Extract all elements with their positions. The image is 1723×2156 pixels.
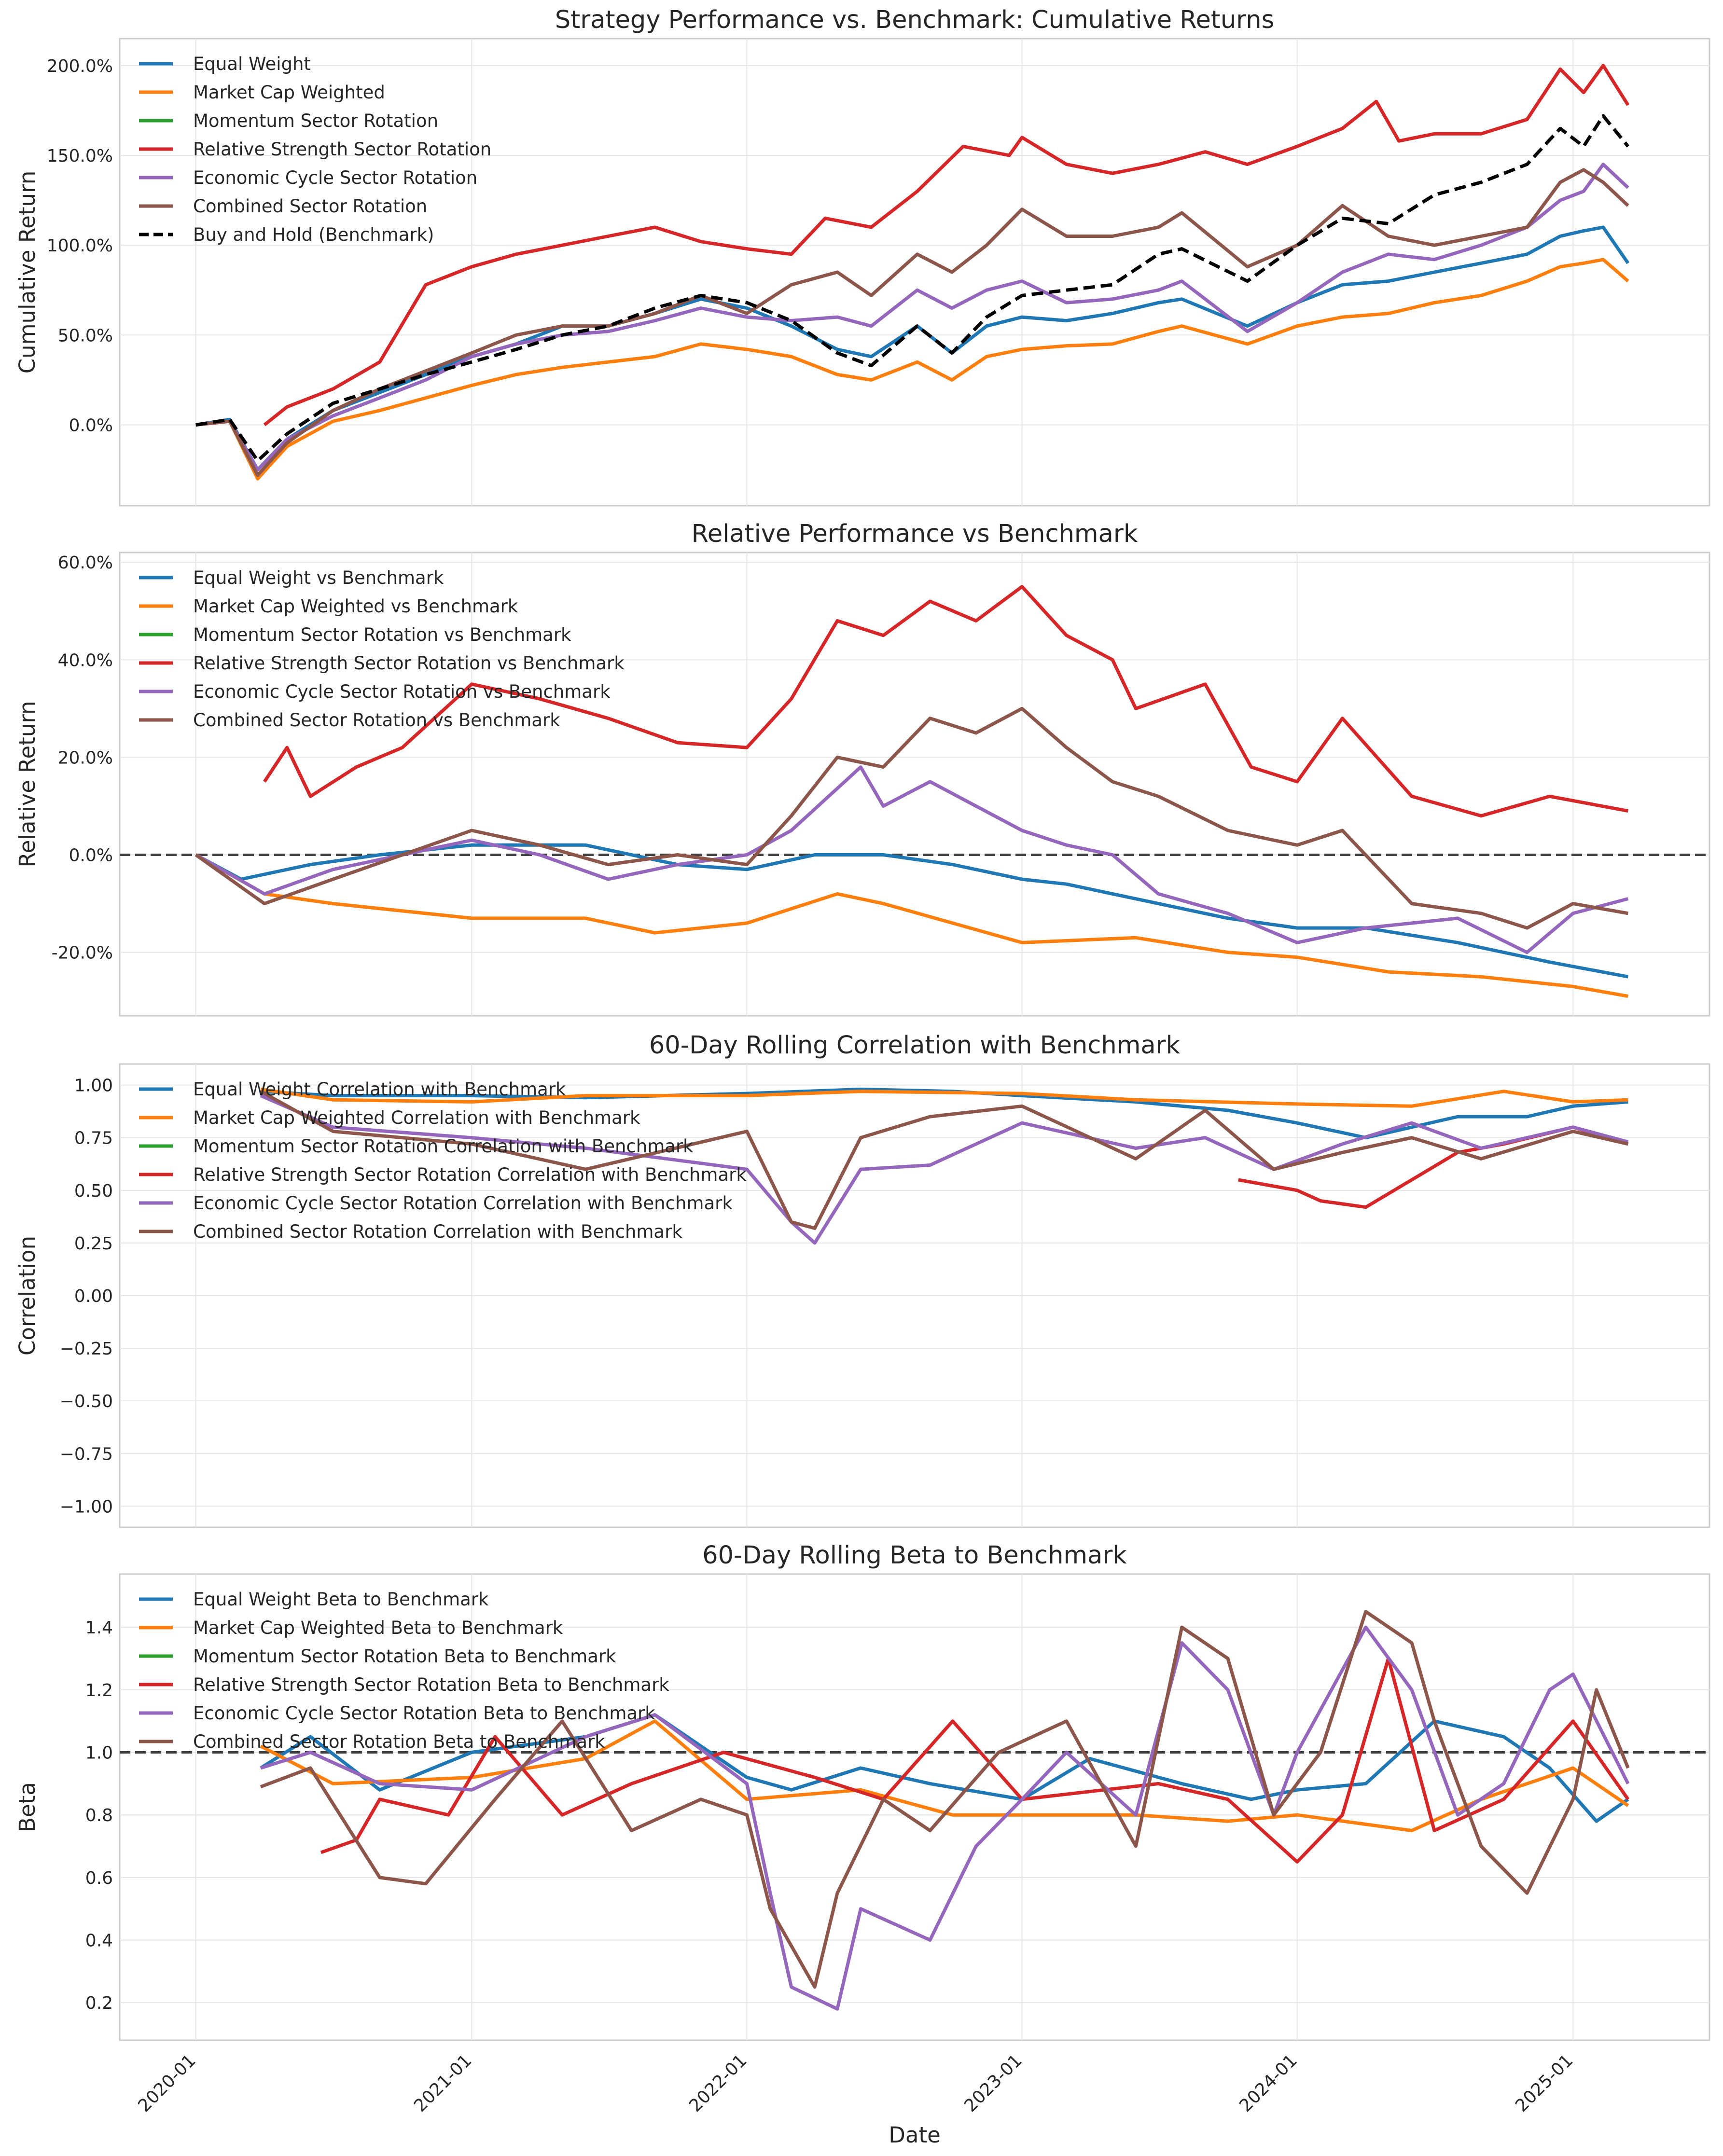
series-line-equal-weight	[260, 1087, 1628, 1140]
legend-label: Combined Sector Rotation vs Benchmark	[193, 710, 560, 731]
y-tick-label: −0.75	[60, 1444, 113, 1464]
legend-label: Economic Cycle Sector Rotation	[193, 167, 477, 188]
panel-2: -20.0% 0.0% 20.0% 40.0% 60.0% Relative Perfor…	[14, 520, 1710, 1017]
legend-label: Relative Strength Sector Rotation Beta t…	[193, 1674, 669, 1695]
series-line-equal-weight	[195, 843, 1628, 979]
y-axis-label: Beta	[14, 1782, 40, 1832]
y-tick-label: 1.4	[85, 1618, 113, 1638]
legend-label: Equal Weight Correlation with Benchmark	[193, 1079, 566, 1100]
y-tick-label: 40.0%	[58, 650, 113, 670]
y-tick-label: -20.0%	[52, 943, 113, 963]
y-tick-label: 0.0%	[69, 415, 113, 435]
y-tick-label: 0.75	[74, 1129, 113, 1148]
legend-label: Combined Sector Rotation	[193, 196, 427, 217]
legend: Equal Weight Correlation with Benchmark M…	[139, 1079, 747, 1242]
y-tick-label: 100.0%	[47, 236, 113, 256]
y-tick-label: 0.50	[74, 1181, 113, 1201]
series-line-combined	[260, 1610, 1630, 1989]
y-axis-label: Cumulative Return	[14, 171, 40, 373]
legend-label: Momentum Sector Rotation Correlation wit…	[193, 1136, 694, 1157]
legend: Equal Weight Market Cap Weighted Momentum …	[139, 54, 491, 245]
y-tick-label: −1.00	[60, 1497, 113, 1517]
y-tick-label: 50.0%	[58, 326, 113, 346]
y-tick-label: 0.0%	[69, 846, 113, 866]
y-axis-label: Correlation	[14, 1236, 40, 1355]
chart-title: 60-Day Rolling Correlation with Benchmar…	[649, 1031, 1181, 1060]
chart-title: Strategy Performance vs. Benchmark: Cumu…	[555, 6, 1274, 34]
legend-label: Momentum Sector Rotation vs Benchmark	[193, 624, 571, 645]
legend-label: Relative Strength Sector Rotation	[193, 139, 491, 160]
chart-title: Relative Performance vs Benchmark	[692, 520, 1138, 548]
series-line-market-cap	[195, 853, 1628, 998]
legend-label: Economic Cycle Sector Rotation Beta to B…	[193, 1703, 655, 1724]
y-tick-label: −0.25	[60, 1339, 113, 1359]
y-tick-label: 200.0%	[47, 56, 113, 76]
y-tick-label: 0.4	[85, 1931, 113, 1951]
y-tick-label: 20.0%	[58, 748, 113, 768]
legend-label: Relative Strength Sector Rotation Correl…	[193, 1164, 747, 1185]
series-line-relative-strength	[263, 585, 1628, 818]
legend-label: Economic Cycle Sector Rotation Correlati…	[193, 1193, 733, 1214]
series-line-combined	[260, 1090, 1629, 1230]
y-tick-label: 0.6	[85, 1868, 113, 1888]
series-line-economic-cycle	[260, 1625, 1630, 2011]
y-tick-label: 0.2	[85, 1993, 113, 2013]
legend-label: Momentum Sector Rotation	[193, 111, 438, 131]
series-line-economic-cycle	[260, 1094, 1629, 1245]
plot-area	[119, 38, 1710, 507]
legend-label: Equal Weight Beta to Benchmark	[193, 1589, 489, 1610]
legend-label: Market Cap Weighted vs Benchmark	[193, 596, 518, 617]
legend-label: Market Cap Weighted	[193, 82, 385, 103]
y-tick-label: 60.0%	[58, 553, 113, 573]
legend-label: Relative Strength Sector Rotation vs Ben…	[193, 653, 625, 674]
legend-label: Equal Weight	[193, 54, 311, 74]
series-line-benchmark	[195, 114, 1630, 463]
y-tick-label: 1.2	[85, 1681, 113, 1700]
y-tick-label: 0.25	[74, 1234, 113, 1254]
series-line-combined	[195, 706, 1628, 930]
y-tick-label: 1.00	[74, 1076, 113, 1096]
series-line-market-cap	[195, 258, 1629, 481]
chart-title: 60-Day Rolling Beta to Benchmark	[702, 1541, 1127, 1570]
y-tick-label: 1.0	[85, 1743, 113, 1763]
legend-label: Market Cap Weighted Beta to Benchmark	[193, 1617, 563, 1638]
legend-label: Combined Sector Rotation Correlation wit…	[193, 1221, 682, 1242]
y-axis-label: Relative Return	[14, 701, 40, 867]
y-tick-label: 0.00	[74, 1286, 113, 1306]
series-line-market-cap	[260, 1719, 1629, 1833]
series-line-market-cap	[260, 1087, 1628, 1108]
legend-label: Equal Weight vs Benchmark	[193, 567, 444, 588]
panel-1: 0.0% 50.0% 100.0% 150.0% 200.0% Strategy Perf…	[14, 6, 1710, 507]
legend: Equal Weight Beta to Benchmark Market Cap…	[139, 1589, 669, 1752]
plot-area	[119, 1573, 1710, 2041]
y-tick-label: 150.0%	[47, 146, 113, 166]
y-tick-label: 0.8	[85, 1806, 113, 1825]
series-line-economic-cycle	[195, 765, 1629, 954]
legend: Equal Weight vs Benchmark Market Cap Weig…	[139, 567, 625, 731]
legend-label: Momentum Sector Rotation Beta to Benchma…	[193, 1646, 616, 1667]
legend-label: Market Cap Weighted Correlation with Ben…	[193, 1107, 640, 1128]
y-tick-label: −0.50	[60, 1392, 113, 1411]
legend-label: Economic Cycle Sector Rotation vs Benchm…	[193, 681, 611, 702]
series-line-relative-strength	[263, 64, 1630, 427]
panel-3: −1.00 −0.75 −0.50 −0.25 0.00 0.25 0.50 0.75 1.00…	[14, 1031, 1710, 1528]
series-line-economic-cycle	[195, 163, 1629, 471]
series-line-combined	[195, 168, 1629, 477]
x-axis-label: Date	[889, 2122, 941, 2148]
legend-label: Combined Sector Rotation Beta to Benchma…	[193, 1731, 605, 1752]
legend-label: Buy and Hold (Benchmark)	[193, 224, 434, 245]
plot-area	[119, 552, 1710, 1017]
